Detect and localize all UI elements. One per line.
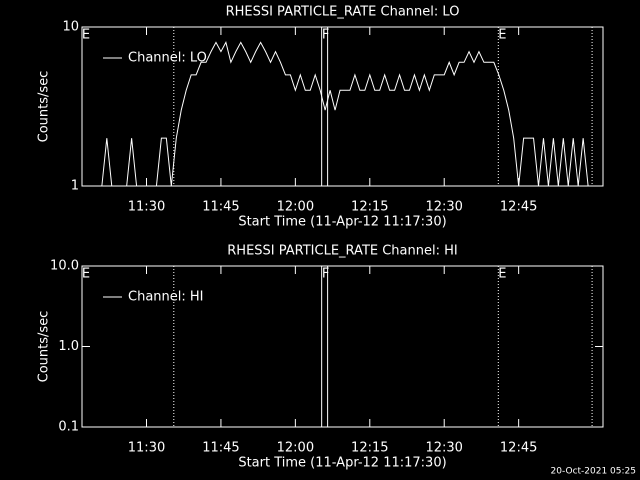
marker-label: F <box>322 28 329 43</box>
x-tick-label: 11:30 <box>128 200 165 215</box>
y-tick-label: 1.0 <box>58 339 79 354</box>
legend-label: Channel: LO <box>128 51 207 66</box>
x-tick-label: 12:00 <box>277 441 314 456</box>
data-line <box>86 41 589 187</box>
x-tick-label: 12:30 <box>425 200 462 215</box>
marker-label: E <box>82 267 90 282</box>
footer: 20-Oct-2021 05:25 <box>551 467 636 477</box>
y-tick-label: 10 <box>62 20 79 35</box>
x-tick-label: 12:00 <box>277 200 314 215</box>
y-axis-label: Counts/sec <box>37 71 52 143</box>
x-tick-label: 12:45 <box>500 441 537 456</box>
x-tick-label: 12:15 <box>351 441 388 456</box>
x-tick-label: 11:45 <box>202 200 239 215</box>
marker-label: E <box>82 28 90 43</box>
x-axis-label: Start Time (11-Apr-12 11:17:30) <box>238 215 446 230</box>
chart-title: RHESSI PARTICLE_RATE Channel: LO <box>226 5 460 20</box>
y-tick-label: 1 <box>71 179 79 194</box>
plot-frame <box>81 26 604 187</box>
x-tick-label: 12:30 <box>425 441 462 456</box>
x-tick-label: 12:45 <box>500 200 537 215</box>
marker-label: E <box>498 28 506 43</box>
y-tick-label: 10.0 <box>50 259 79 274</box>
x-axis-label: Start Time (11-Apr-12 11:17:30) <box>238 456 446 471</box>
marker-label: E <box>498 267 506 282</box>
marker-label: F <box>322 267 329 282</box>
x-tick-label: 11:45 <box>202 441 239 456</box>
x-tick-label: 12:15 <box>351 200 388 215</box>
legend-label: Channel: HI <box>128 290 204 305</box>
chart-title: RHESSI PARTICLE_RATE Channel: HI <box>227 244 457 259</box>
x-tick-label: 11:30 <box>128 441 165 456</box>
y-axis-label: Counts/sec <box>37 311 52 383</box>
y-tick-label: 0.1 <box>58 420 79 435</box>
